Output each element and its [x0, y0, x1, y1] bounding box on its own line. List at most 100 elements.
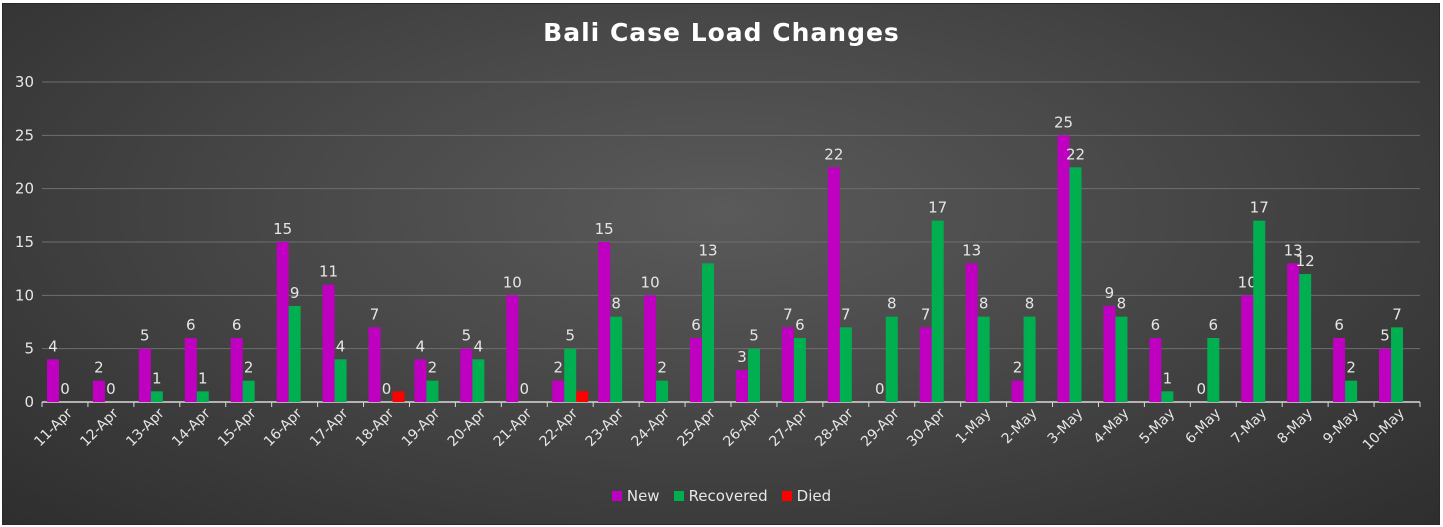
- x-tick-label: 22-Apr: [537, 405, 582, 450]
- x-tick-label: 23-Apr: [583, 405, 628, 450]
- bar-recovered: [564, 348, 577, 402]
- bar-new: [690, 338, 703, 402]
- bar-recovered: [1299, 274, 1312, 402]
- bar-new: [46, 359, 59, 402]
- bar-new: [598, 242, 611, 402]
- bar-new: [322, 284, 335, 402]
- data-label: 7: [921, 305, 931, 323]
- bar-recovered: [1207, 338, 1220, 402]
- data-label: 17: [928, 199, 947, 217]
- legend-swatch: [611, 491, 622, 501]
- x-tick-label: 27-Apr: [766, 405, 811, 450]
- data-label: 8: [611, 295, 621, 313]
- bar-new: [92, 380, 105, 402]
- data-label: 25: [1054, 113, 1073, 131]
- bar-recovered: [839, 327, 852, 402]
- data-label: 2: [1346, 359, 1356, 377]
- bar-new: [414, 359, 427, 402]
- x-tick-label: 7-May: [1228, 406, 1270, 448]
- y-tick-label: 20: [15, 180, 34, 198]
- data-label: 10: [503, 273, 522, 291]
- data-label: 8: [887, 295, 897, 313]
- x-tick-label: 26-Apr: [720, 405, 765, 450]
- x-tick-label: 28-Apr: [812, 405, 857, 450]
- x-tick-label: 20-Apr: [445, 405, 490, 450]
- data-label: 4: [474, 337, 484, 355]
- data-label: 2: [94, 359, 104, 377]
- data-label: 7: [370, 305, 380, 323]
- bar-recovered: [334, 359, 347, 402]
- x-tick-label: 29-Apr: [858, 405, 903, 450]
- bar-new: [827, 167, 840, 402]
- y-tick-label: 25: [15, 126, 34, 144]
- bar-recovered: [1023, 316, 1036, 402]
- x-tick-label: 11-Apr: [31, 405, 76, 450]
- data-label: 7: [783, 305, 793, 323]
- x-tick-label: 1-May: [953, 406, 995, 448]
- data-label: 8: [1117, 295, 1127, 313]
- bar-recovered: [747, 348, 760, 402]
- data-label: 1: [198, 369, 208, 387]
- x-tick-label: 14-Apr: [169, 405, 214, 450]
- legend-item-recovered: Recovered: [673, 487, 768, 505]
- bar-recovered: [702, 263, 715, 402]
- legend-item-new: New: [611, 487, 660, 505]
- data-label: 22: [824, 145, 843, 163]
- data-label: 9: [1105, 284, 1115, 302]
- data-label: 8: [1025, 295, 1035, 313]
- data-label: 6: [186, 316, 196, 334]
- x-tick-label: 25-Apr: [674, 405, 719, 450]
- chart-background: [2, 3, 1440, 525]
- x-tick-label: 16-Apr: [261, 405, 306, 450]
- x-tick-label: 19-Apr: [399, 405, 444, 450]
- x-tick-label: 24-Apr: [629, 405, 674, 450]
- data-label: 6: [1334, 316, 1344, 334]
- x-tick-label: 3-May: [1045, 406, 1087, 448]
- bar-recovered: [1069, 167, 1082, 402]
- x-tick-label: 30-Apr: [904, 405, 949, 450]
- bar-new: [138, 348, 151, 402]
- bar-recovered: [196, 391, 209, 402]
- bar-recovered: [1253, 220, 1266, 402]
- data-label: 22: [1066, 145, 1085, 163]
- bar-new: [368, 327, 381, 402]
- data-label: 11: [319, 263, 338, 281]
- data-label: 15: [595, 220, 614, 238]
- legend-swatch: [673, 491, 684, 501]
- bar-new: [1103, 306, 1116, 402]
- y-tick-label: 0: [24, 393, 34, 411]
- bar-died: [392, 391, 405, 402]
- legend-swatch: [781, 491, 792, 501]
- bar-new: [735, 370, 748, 402]
- data-label: 4: [416, 337, 426, 355]
- bar-recovered: [885, 316, 898, 402]
- bar-recovered: [1161, 391, 1174, 402]
- data-label: 13: [962, 241, 981, 259]
- bar-recovered: [1345, 380, 1358, 402]
- y-tick-label: 10: [15, 286, 34, 304]
- y-tick-label: 5: [24, 340, 34, 358]
- bar-died: [576, 391, 589, 402]
- data-label: 15: [273, 220, 292, 238]
- data-label: 5: [462, 327, 472, 345]
- x-tick-label: 10-May: [1360, 406, 1408, 454]
- data-label: 0: [60, 380, 70, 398]
- bar-new: [965, 263, 978, 402]
- data-label: 0: [382, 380, 392, 398]
- bar-new: [1011, 380, 1024, 402]
- bar-recovered: [793, 338, 806, 402]
- data-label: 3: [737, 348, 747, 366]
- x-tick-label: 4-May: [1091, 406, 1133, 448]
- data-label: 0: [875, 380, 885, 398]
- bar-new: [276, 242, 289, 402]
- data-label: 6: [691, 316, 701, 334]
- data-label: 7: [1392, 305, 1402, 323]
- data-label: 6: [1151, 316, 1161, 334]
- data-label: 10: [641, 273, 660, 291]
- bar-new: [1057, 135, 1070, 403]
- bar-new: [1149, 338, 1162, 402]
- data-label: 2: [553, 359, 563, 377]
- data-label: 4: [48, 337, 58, 355]
- bar-new: [184, 338, 197, 402]
